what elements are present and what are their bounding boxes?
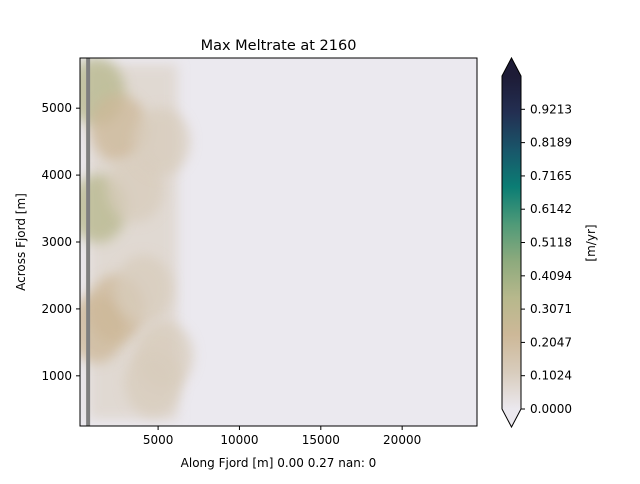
colorbar-tick-label: 0.2047: [530, 335, 572, 349]
x-tick-label: 5000: [143, 433, 174, 447]
colorbar-tick-label: 0.5118: [530, 236, 572, 250]
colorbar-tick-label: 0.0000: [530, 402, 572, 416]
y-axis-label: Across Fjord [m]: [14, 193, 28, 291]
x-tick-label: 10000: [220, 433, 258, 447]
colorbar-tick-label: 0.1024: [530, 369, 572, 383]
colorbar-tick-label: 0.3071: [530, 302, 572, 316]
colorbar-extend-max: [502, 58, 521, 76]
colorbar-tick-label: 0.7165: [530, 169, 572, 183]
y-tick-label: 5000: [41, 101, 72, 115]
y-tick-label: 3000: [41, 235, 72, 249]
colorbar: 0.0000 0.1024 0.2047 0.3071 0.4094 0.5118 0.61…: [501, 56, 572, 429]
x-tick-label: 20000: [383, 433, 421, 447]
colorbar-extend-min: [502, 409, 521, 427]
colorbar-tick-label: 0.6142: [530, 202, 572, 216]
colorbar-gradient: [502, 76, 521, 409]
y-tick-label: 1000: [41, 369, 72, 383]
colorbar-tick-label: 0.8189: [530, 136, 572, 150]
x-tick-label: 15000: [302, 433, 340, 447]
melt-hotspot: [114, 254, 173, 323]
y-axis: 1000 2000 3000 4000 5000: [41, 101, 80, 383]
melt-hotspot: [132, 107, 190, 176]
colorbar-tick-label: 0.9213: [530, 102, 572, 116]
x-axis: 5000 10000 15000 20000: [143, 426, 421, 447]
y-tick-label: 2000: [41, 302, 72, 316]
x-axis-label: Along Fjord [m] 0.00 0.27 nan: 0: [181, 456, 377, 470]
colorbar-label: [m/yr]: [584, 224, 598, 261]
y-tick-label: 4000: [41, 168, 72, 182]
chart-title: Max Meltrate at 2160: [201, 38, 357, 54]
plot-area: [79, 57, 478, 427]
colorbar-tick-label: 0.4094: [530, 269, 572, 283]
melt-hotspot: [124, 348, 182, 417]
melt-field: [80, 58, 194, 426]
